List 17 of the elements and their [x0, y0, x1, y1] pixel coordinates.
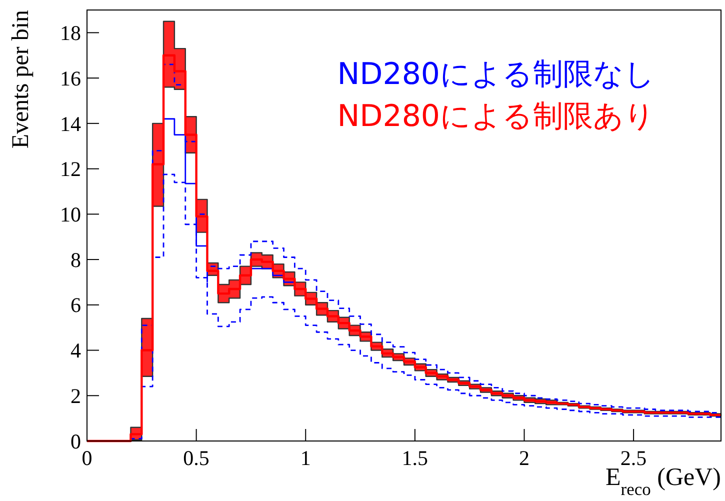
text: ND280による制限なし [337, 57, 655, 92]
y-tick-label: 12 [60, 157, 81, 182]
y-tick-label: 16 [60, 66, 81, 90]
y-tick-label: 4 [70, 338, 82, 363]
y-tick-label: 8 [70, 248, 81, 272]
y-tick-label: 6 [70, 293, 81, 318]
x-tick-label: 1 [300, 446, 311, 470]
text: ND280による制限あり [337, 99, 655, 134]
y-tick-label: 14 [60, 112, 82, 136]
x-tick-label: 2 [518, 446, 530, 470]
y-tick-label: 2 [70, 384, 81, 408]
y-tick-label: 10 [60, 202, 81, 227]
x-tick-label: 1.5 [402, 446, 428, 470]
x-tick-label: 0.5 [183, 446, 210, 470]
y-axis-title: Events per bin [8, 10, 34, 149]
y-tick-label: 18 [60, 21, 81, 46]
y-tick-label: 0 [70, 429, 81, 454]
